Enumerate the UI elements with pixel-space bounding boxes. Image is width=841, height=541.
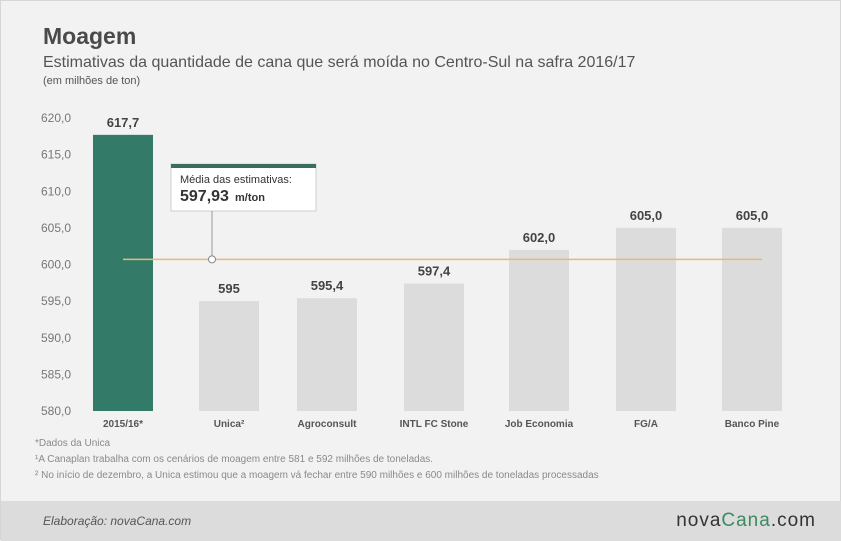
- y-tick-label: 605,0: [41, 221, 71, 235]
- footnote-december: ² No início de dezembro, a Unica estimou…: [35, 470, 599, 481]
- y-tick-label: 590,0: [41, 331, 71, 345]
- average-callout-label: Média das estimativas:: [180, 174, 292, 186]
- footnote-canaplan: ¹A Canaplan trabalha com os cenários de …: [35, 454, 434, 465]
- bar: [199, 301, 259, 411]
- average-marker: [208, 255, 216, 264]
- x-tick-label: FG/A: [634, 419, 658, 430]
- average-callout-unit: m/ton: [235, 192, 265, 204]
- bar: [297, 298, 357, 411]
- logo-com: .com: [770, 510, 816, 531]
- x-tick-label: Unica²: [214, 419, 245, 430]
- data-label: 595,4: [311, 278, 344, 293]
- y-tick-label: 620,0: [41, 111, 71, 125]
- chart-subtitle: Estimativas da quantidade de cana que se…: [43, 54, 636, 71]
- average-callout-value: 597,93: [180, 188, 229, 205]
- x-tick-label: Job Economia: [505, 419, 574, 430]
- unit-note: (em milhões de ton): [43, 75, 141, 87]
- x-tick-label: Banco Pine: [725, 419, 780, 430]
- x-tick-label: INTL FC Stone: [400, 419, 469, 430]
- footer-bar: Elaboração: novaCana.com novaCana.com: [1, 501, 841, 541]
- bar: [93, 134, 153, 411]
- average-callout-accent: [171, 164, 316, 168]
- y-tick-label: 595,0: [41, 294, 71, 308]
- y-tick-label: 610,0: [41, 184, 71, 198]
- novacana-logo[interactable]: novaCana.com: [676, 510, 816, 532]
- data-label: 605,0: [736, 208, 769, 223]
- y-tick-label: 600,0: [41, 258, 71, 272]
- data-label: 602,0: [523, 230, 556, 245]
- x-tick-label: 2015/16*: [103, 419, 143, 430]
- logo-cana: Cana: [721, 510, 771, 531]
- data-label: 595: [218, 281, 240, 296]
- bar: [509, 249, 569, 411]
- data-label: 597,4: [418, 264, 451, 279]
- y-tick-label: 580,0: [41, 404, 71, 418]
- logo-nova: nova: [676, 510, 722, 531]
- y-tick-label: 585,0: [41, 367, 71, 381]
- bar: [616, 227, 676, 411]
- footnote-unica: *Dados da Unica: [35, 438, 111, 449]
- x-tick-label: Agroconsult: [298, 419, 358, 430]
- data-label: 617,7: [107, 115, 140, 130]
- data-label: 605,0: [630, 208, 663, 223]
- y-tick-label: 615,0: [41, 148, 71, 162]
- chart-title: Moagem: [43, 23, 137, 49]
- bar: [722, 227, 782, 411]
- bar: [404, 283, 464, 411]
- bar-chart: 620,0 615,0 610,0 605,0 600,0 595,0 590,0 585,0…: [41, 111, 782, 430]
- credit-text: Elaboração: novaCana.com: [43, 514, 192, 528]
